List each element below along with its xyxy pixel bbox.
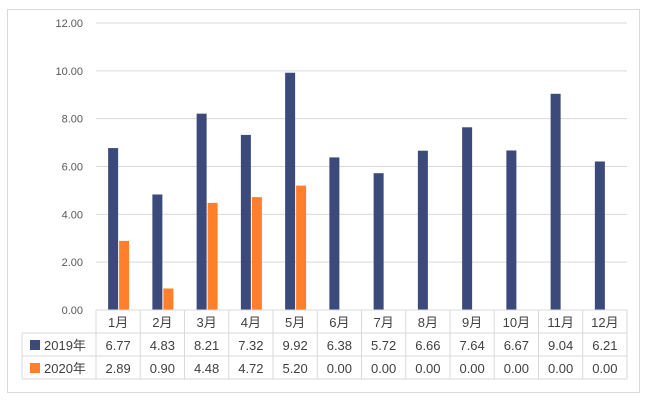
data-label: 4.48 [194, 361, 219, 376]
x-tick-label: 6月 [329, 315, 349, 330]
bar-2020-5 [296, 185, 307, 310]
data-label: 5.72 [371, 338, 396, 353]
data-label: 8.21 [194, 338, 219, 353]
data-label: 6.21 [592, 338, 617, 353]
bar-2019-11 [550, 93, 561, 310]
y-tick-label: 0.00 [62, 305, 83, 317]
bar-2020-2 [163, 288, 174, 310]
x-tick-label: 5月 [285, 315, 305, 330]
y-tick-label: 6.00 [62, 162, 83, 174]
data-label: 9.92 [282, 338, 307, 353]
y-tick-label: 10.00 [55, 66, 83, 78]
bar-2019-1 [108, 148, 119, 310]
data-label: 4.72 [238, 361, 263, 376]
x-tick-label: 2月 [152, 315, 172, 330]
bar-2019-2 [152, 194, 163, 310]
bar-2019-12 [594, 161, 605, 310]
bar-2019-8 [417, 150, 428, 310]
data-label: 6.67 [504, 338, 529, 353]
data-label: 0.90 [150, 361, 175, 376]
bar-2019-5 [285, 72, 296, 310]
bar-2019-3 [196, 113, 207, 310]
y-tick-label: 4.00 [62, 209, 83, 221]
bar-2019-9 [462, 127, 473, 310]
legend-label: 2019年 [44, 338, 86, 353]
y-tick-label: 12.00 [55, 18, 83, 30]
y-tick-label: 8.00 [62, 114, 83, 126]
x-tick-label: 4月 [241, 315, 261, 330]
x-tick-label: 12月 [591, 315, 618, 330]
data-label: 0.00 [371, 361, 396, 376]
data-label: 6.66 [415, 338, 440, 353]
legend-label: 2020年 [44, 361, 86, 376]
legend-swatch-2020 [30, 363, 40, 373]
data-label: 0.00 [592, 361, 617, 376]
x-tick-label: 10月 [503, 315, 530, 330]
bar-2019-7 [373, 173, 384, 310]
bar-2020-3 [207, 202, 218, 310]
data-label: 6.77 [105, 338, 130, 353]
x-tick-label: 1月 [108, 315, 128, 330]
x-tick-label: 11月 [547, 315, 574, 330]
bar-2020-1 [119, 240, 130, 310]
data-label: 0.00 [504, 361, 529, 376]
data-label: 4.83 [150, 338, 175, 353]
bar-2019-4 [240, 134, 251, 310]
data-label: 0.00 [415, 361, 440, 376]
x-tick-label: 9月 [462, 315, 482, 330]
data-label: 0.00 [459, 361, 484, 376]
legend-swatch-2019 [30, 340, 40, 350]
bar-2020-4 [251, 197, 262, 310]
data-label: 7.32 [238, 338, 263, 353]
y-tick-label: 2.00 [62, 257, 83, 269]
data-label: 7.64 [459, 338, 484, 353]
data-label: 6.38 [327, 338, 352, 353]
data-label: 0.00 [548, 361, 573, 376]
data-label: 5.20 [282, 361, 307, 376]
bar-2019-6 [329, 157, 340, 310]
bar-2019-10 [506, 150, 517, 310]
data-label: 0.00 [327, 361, 352, 376]
x-tick-label: 8月 [418, 315, 438, 330]
x-tick-label: 3月 [197, 315, 217, 330]
x-tick-label: 7月 [374, 315, 394, 330]
data-label: 9.04 [548, 338, 573, 353]
data-label: 2.89 [105, 361, 130, 376]
